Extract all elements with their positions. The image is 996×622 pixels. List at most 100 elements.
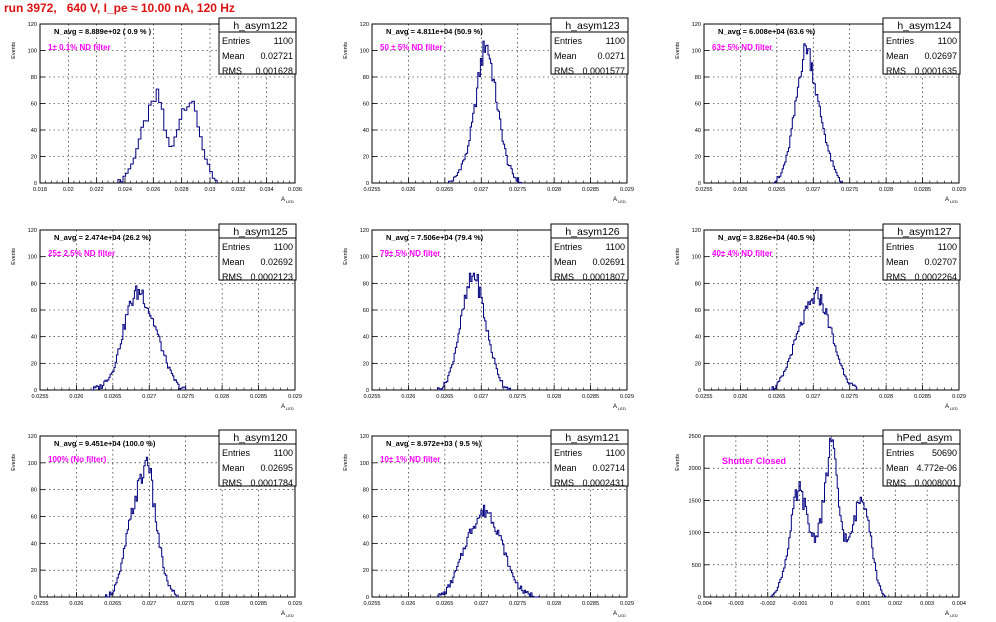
y-tick-label: 40: [31, 128, 37, 134]
header-text: N_avg = 9.451e+04 (100.0 %): [54, 439, 156, 448]
y-tick-label: 0: [34, 181, 37, 187]
x-tick-label: 0.0285: [582, 394, 599, 400]
x-tick-label: 0.026: [401, 187, 415, 193]
x-tick-label: 0.028: [879, 394, 893, 400]
filter-note: 10± 1% ND filter: [380, 455, 440, 464]
x-tick-label: 0.028: [547, 187, 561, 193]
stats-box-frame: [882, 223, 961, 281]
x-tick-label: 0.028: [547, 601, 561, 607]
x-tick-label: 0.029: [620, 394, 634, 400]
stats-label-rms: RMS: [554, 66, 574, 76]
y-tick-label: 80: [363, 281, 369, 287]
x-axis-label: ALED: [281, 197, 294, 204]
stats-value-rms: 0.0001784: [250, 478, 293, 488]
stats-label-rms: RMS: [222, 66, 242, 76]
x-tick-label: 0.0285: [250, 394, 267, 400]
stats-box: h_asym124 Entries 1100 Mean 0.02697 RMS 0.0001…: [882, 17, 961, 76]
y-tick-label: 20: [31, 568, 37, 574]
x-tick-label: -0.002: [760, 601, 776, 607]
stats-box: h_asym122 Entries 1100 Mean 0.02721 RMS 0.0016…: [218, 17, 297, 76]
y-tick-label: 100: [692, 255, 701, 261]
x-tick-label: 0.026: [733, 187, 747, 193]
y-tick-label: 1000: [689, 531, 701, 537]
histogram-series: [91, 285, 186, 391]
x-tick-label: 0.029: [952, 187, 966, 193]
stats-label-entries: Entries: [886, 448, 915, 458]
y-tick-label: 60: [695, 308, 701, 314]
stats-value-rms: 0.0002264: [914, 272, 957, 282]
stats-label-entries: Entries: [886, 36, 915, 46]
histogram-series: [769, 287, 857, 391]
x-tick-label: 0.0275: [841, 394, 858, 400]
y-tick-label: 60: [695, 102, 701, 108]
y-tick-label: 60: [363, 102, 369, 108]
x-tick-label: 0.0275: [177, 601, 194, 607]
x-tick-label: 0.027: [142, 601, 156, 607]
y-axis-label: Events: [11, 42, 17, 59]
y-tick-label: 0: [366, 595, 369, 601]
stats-box-frame: [882, 429, 961, 487]
x-axis-label: ALED: [281, 611, 294, 618]
x-tick-label: 0.0285: [582, 187, 599, 193]
y-axis-label: Events: [343, 248, 349, 265]
x-tick-label: 0.0255: [695, 394, 712, 400]
stats-box-title: h_asym121: [565, 432, 619, 444]
x-axis-label-sub: LED: [286, 406, 294, 411]
y-tick-label: 60: [31, 308, 37, 314]
stats-label-rms: RMS: [222, 478, 242, 488]
y-tick-label: 100: [692, 49, 701, 55]
y-tick-label: 40: [31, 335, 37, 341]
y-tick-label: 40: [695, 128, 701, 134]
y-tick-label: 20: [31, 361, 37, 367]
x-tick-label: 0.0265: [768, 394, 785, 400]
x-tick-label: 0.026: [69, 394, 83, 400]
x-tick-label: 0.028: [175, 187, 189, 193]
stats-value-rms: 0.0002123: [250, 272, 293, 282]
x-tick-label: 0.027: [474, 601, 488, 607]
stats-box-title: h_asym122: [233, 20, 287, 32]
panel-h_asym121: 0.0255 0.026 0.0265 0.027 0.0275 0.028 0.0285 0…: [343, 429, 634, 618]
y-tick-label: 60: [31, 515, 37, 521]
stats-box: h_asym120 Entries 1100 Mean 0.02695 RMS 0.0001…: [218, 429, 297, 488]
stats-label-mean: Mean: [886, 51, 909, 61]
x-axis-label-sub: LED: [618, 613, 626, 618]
x-tick-label: 0.028: [215, 394, 229, 400]
x-tick-label: 0.0255: [31, 601, 48, 607]
x-tick-label: 0.002: [888, 601, 902, 607]
stats-label-mean: Mean: [222, 51, 245, 61]
y-tick-label: 20: [363, 568, 369, 574]
x-tick-label: 0.003: [920, 601, 934, 607]
x-axis-label-sub: LED: [618, 199, 626, 204]
x-tick-label: -0.003: [728, 601, 744, 607]
y-tick-label: 120: [360, 228, 369, 234]
stats-value-entries: 1100: [606, 242, 625, 252]
y-tick-label: 0: [366, 388, 369, 394]
x-tick-label: 0.02: [63, 187, 74, 193]
x-tick-label: 0.0275: [177, 394, 194, 400]
stats-label-mean: Mean: [554, 257, 577, 267]
stats-value-mean: 0.02692: [260, 257, 293, 267]
filter-note: 63± 5% ND filter: [712, 43, 772, 52]
stats-value-entries: 1100: [274, 36, 293, 46]
stats-box: h_asym123 Entries 1100 Mean 0.0271 RMS 0.00015…: [550, 17, 629, 76]
histogram-series: [105, 456, 179, 598]
y-axis-label: Events: [343, 454, 349, 471]
x-tick-label: -0.001: [792, 601, 808, 607]
y-tick-label: 0: [698, 388, 701, 394]
header-text: N_avg = 6.008e+04 (63.6 %): [718, 27, 816, 36]
stats-label-rms: RMS: [554, 272, 574, 282]
filter-note: 50 ± 5% ND filter: [380, 43, 443, 52]
stats-box-frame: [550, 17, 629, 75]
stats-value-mean: 0.02714: [592, 463, 625, 473]
panel-h_asym127: 0.0255 0.026 0.0265 0.027 0.0275 0.028 0.0285 0…: [675, 223, 966, 411]
histogram-series: [773, 43, 843, 184]
stats-box-title: hPed_asym: [897, 432, 953, 444]
filter-note: 40± 4% ND filter: [712, 249, 772, 258]
stats-label-rms: RMS: [886, 66, 906, 76]
x-tick-label: 0.0255: [363, 394, 380, 400]
stats-value-rms: 0.001628: [255, 66, 293, 76]
histogram-series: [117, 88, 218, 183]
stats-box-title: h_asym125: [233, 226, 287, 238]
x-tick-label: 0.0285: [250, 601, 267, 607]
